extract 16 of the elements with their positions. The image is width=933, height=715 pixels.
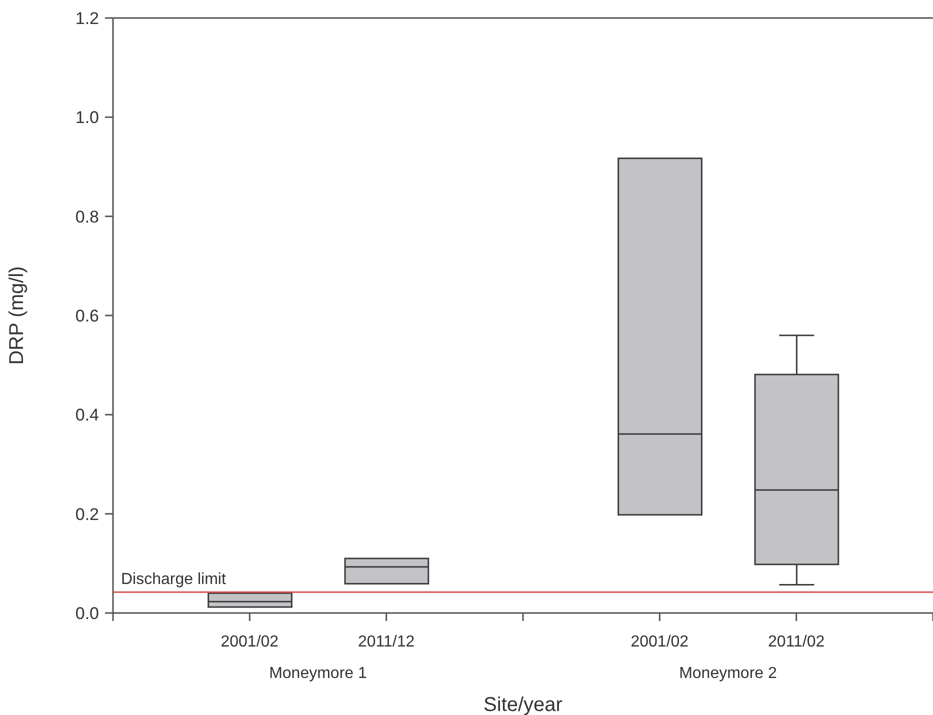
y-tick-label: 0.4 [75,406,99,425]
y-axis-title: DRP (mg/l) [6,266,28,365]
x-tick-label: 2011/12 [358,633,415,650]
y-tick-label: 0.0 [75,604,99,624]
text: Moneymore 1 [268,664,368,684]
text: Moneymore 2 [678,664,778,684]
x-axis-title: Site/year [484,694,563,715]
x-tick-label: 2001/02 [630,633,689,650]
y-tick-label: 0.2 [75,504,99,524]
x-tick-label: 2001/02 [220,633,279,650]
y-tick-label: 0.8 [75,207,99,226]
x-tick-label: 2011/02 [768,633,825,650]
y-tick-label: 0.6 [75,306,99,326]
ref-line-label: Discharge limit [121,571,226,588]
y-tick-label: 1.2 [75,9,99,28]
y-tick-label: 1.0 [75,108,99,128]
